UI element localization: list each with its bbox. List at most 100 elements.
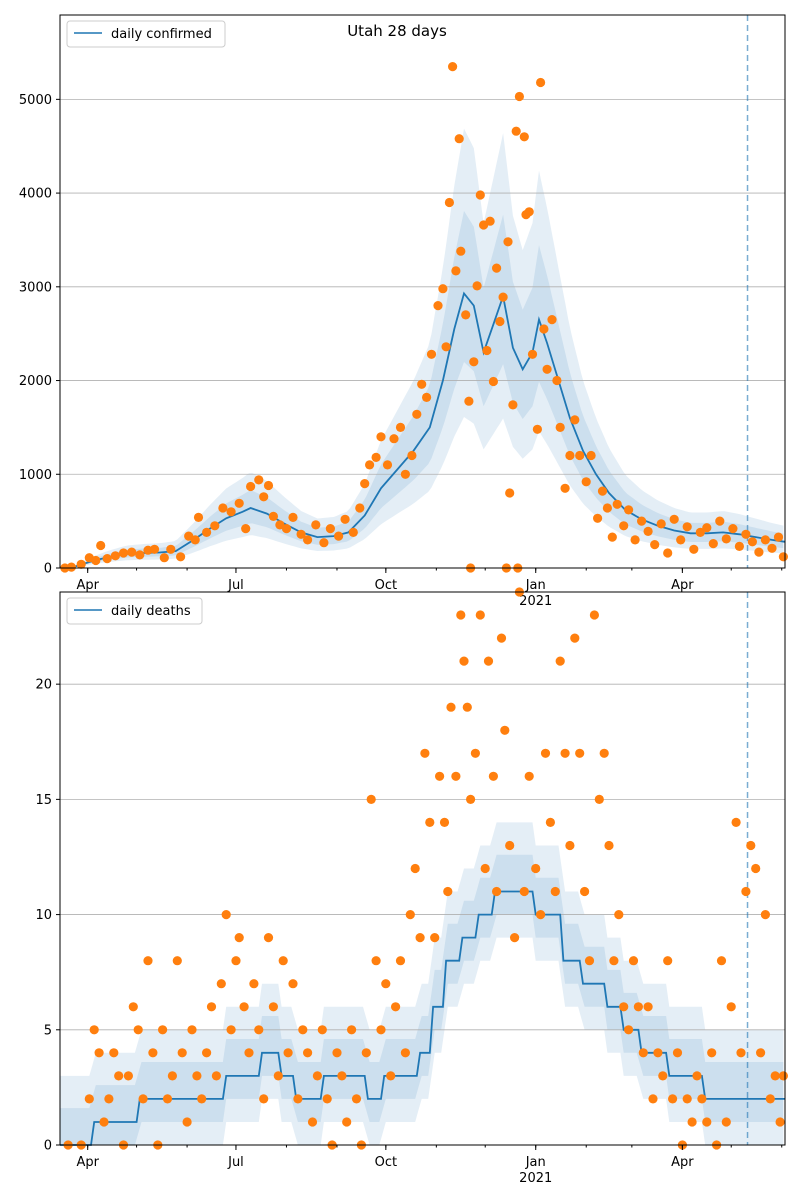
data-point: [176, 552, 186, 562]
data-point: [334, 531, 344, 541]
legend-label-confirmed: daily confirmed: [111, 27, 212, 42]
data-point: [395, 422, 406, 432]
data-point: [259, 1094, 269, 1104]
uncertainty-band-2: [60, 211, 784, 568]
data-point: [519, 886, 529, 897]
data-point: [114, 1071, 124, 1081]
data-point: [545, 817, 556, 828]
data-point: [756, 1048, 766, 1058]
data-point: [527, 349, 538, 359]
data-point: [488, 376, 498, 387]
data-point: [461, 310, 471, 320]
data-point: [728, 524, 738, 534]
data-point: [492, 263, 502, 273]
data-point: [246, 481, 256, 492]
data-point: [166, 544, 176, 554]
data-point: [609, 956, 619, 966]
confirmed-uncertainty-bands: [60, 128, 784, 568]
data-point: [470, 748, 480, 758]
data-point: [288, 512, 298, 523]
data-point: [420, 748, 430, 758]
data-point: [505, 840, 515, 851]
y-tick-label: 5: [44, 1023, 52, 1038]
data-point: [202, 1048, 212, 1058]
data-point: [389, 434, 399, 444]
x-tick-label: Jul: [227, 578, 244, 593]
data-point: [676, 535, 686, 545]
data-point: [508, 400, 518, 410]
data-point: [66, 562, 76, 572]
data-point: [462, 702, 472, 712]
data-point: [395, 956, 406, 966]
data-point: [99, 1117, 109, 1127]
data-point: [94, 1048, 104, 1058]
data-point: [619, 521, 629, 531]
data-point: [773, 532, 784, 542]
confirmed-y-ticks: 0 1000 2000 3000 4000 5000: [19, 93, 60, 577]
data-point: [268, 1002, 278, 1012]
y-tick-label: 5000: [19, 93, 52, 108]
data-point: [412, 409, 422, 419]
data-point: [162, 1094, 173, 1104]
data-point: [371, 452, 381, 462]
uncertainty-band-1: [60, 822, 784, 1145]
data-point: [519, 132, 529, 142]
data-point: [319, 538, 329, 548]
data-point: [653, 1048, 663, 1058]
data-point: [226, 507, 236, 517]
data-point: [536, 910, 546, 920]
data-point: [628, 956, 639, 966]
data-point: [524, 207, 534, 217]
data-point: [536, 77, 546, 88]
data-point: [234, 933, 244, 943]
data-point: [668, 1094, 678, 1104]
data-point: [560, 483, 570, 493]
data-point: [500, 725, 510, 735]
data-point: [426, 349, 437, 359]
data-point: [202, 527, 212, 538]
data-point: [751, 863, 761, 874]
deaths-axes: [59, 591, 786, 1146]
data-point: [128, 1002, 138, 1012]
data-point: [581, 477, 591, 487]
data-point: [509, 933, 520, 943]
data-point: [531, 863, 541, 874]
data-point: [485, 216, 495, 226]
data-point: [488, 771, 498, 781]
data-point: [760, 910, 771, 920]
data-point: [365, 460, 375, 470]
data-point: [760, 535, 771, 545]
axes-frame: [59, 14, 786, 569]
data-point: [702, 523, 712, 533]
y-tick-label: 0: [44, 562, 52, 577]
data-point: [607, 532, 617, 542]
data-point: [496, 633, 507, 643]
data-point: [254, 475, 264, 485]
deaths-observed-points: [63, 587, 789, 1150]
data-point: [438, 284, 448, 294]
data-point: [89, 1025, 99, 1035]
uncertainty-band-1: [60, 128, 784, 568]
data-point: [721, 534, 731, 544]
data-point: [475, 610, 485, 620]
data-point: [456, 246, 466, 256]
data-point: [570, 633, 580, 643]
data-point: [443, 886, 453, 897]
data-point: [410, 863, 420, 874]
data-point: [614, 910, 624, 920]
data-point: [597, 486, 608, 496]
data-point: [332, 1048, 342, 1058]
y-tick-label: 4000: [19, 187, 52, 202]
data-point: [687, 1117, 697, 1127]
data-point: [456, 610, 466, 620]
x-tick-label: Apr: [76, 578, 99, 593]
data-point: [682, 522, 692, 532]
data-point: [281, 524, 292, 534]
data-point: [643, 526, 653, 537]
data-point: [736, 1048, 746, 1058]
data-point: [721, 1117, 731, 1127]
y-tick-label: 20: [35, 678, 52, 693]
data-point: [296, 529, 306, 539]
data-point: [278, 956, 288, 966]
data-point: [575, 748, 585, 758]
